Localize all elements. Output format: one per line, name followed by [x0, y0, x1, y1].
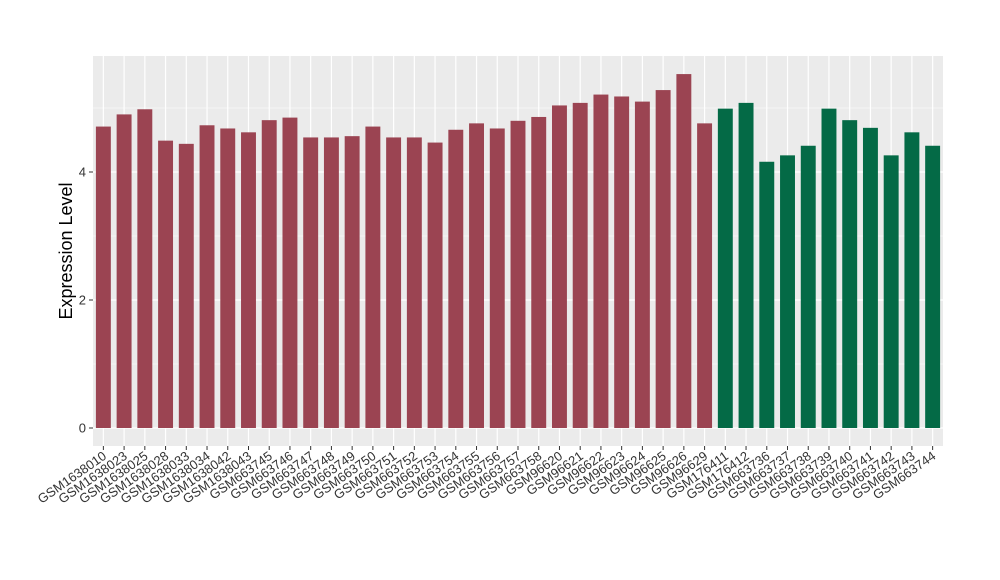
- bar-GSM1638034: [199, 125, 215, 428]
- bar-GSM96629: [697, 123, 713, 429]
- bar-GSM1638028: [158, 140, 174, 428]
- bar-GSM96620: [552, 105, 567, 428]
- bar-GSM1638023: [116, 114, 132, 429]
- bars: [95, 74, 941, 429]
- bar-GSM96626: [676, 74, 692, 428]
- bar-GSM1638025: [137, 109, 153, 428]
- bar-GSM96621: [572, 102, 588, 428]
- y-tick-label: 4: [79, 165, 86, 180]
- bar-GSM663746: [282, 117, 298, 428]
- bar-GSM663741: [862, 127, 878, 428]
- bar-GSM176411: [717, 108, 733, 428]
- bar-GSM663756: [489, 128, 505, 429]
- bar-GSM663750: [365, 126, 381, 428]
- y-axis: 0 2 4: [79, 165, 93, 436]
- bar-GSM663745: [261, 120, 277, 428]
- bar-GSM663742: [883, 155, 899, 429]
- bar-GSM663748: [323, 137, 339, 428]
- bar-GSM663753: [427, 142, 443, 428]
- bar-GSM96622: [593, 94, 609, 428]
- bar-GSM663749: [344, 136, 360, 428]
- bar-GSM176412: [738, 102, 754, 428]
- bar-GSM663743: [904, 132, 920, 428]
- bar-GSM663752: [406, 137, 422, 428]
- bar-GSM96625: [655, 90, 671, 428]
- x-axis: GSM1638010GSM1638023GSM1638025GSM1638028…: [35, 446, 938, 506]
- bar-GSM1638042: [220, 128, 236, 429]
- bar-GSM663738: [800, 145, 816, 428]
- y-axis-title: Expression Level: [56, 182, 76, 319]
- y-tick-label: 0: [79, 421, 86, 436]
- bar-GSM663740: [842, 120, 858, 428]
- bar-GSM663736: [759, 161, 775, 428]
- y-tick-label: 2: [79, 293, 86, 308]
- bar-GSM1638010: [95, 126, 111, 428]
- bar-GSM663737: [780, 155, 795, 429]
- bar-GSM96624: [634, 101, 650, 428]
- bar-GSM663747: [303, 137, 319, 428]
- bar-GSM663758: [531, 116, 547, 429]
- bar-GSM663755: [469, 123, 484, 429]
- bar-GSM663751: [386, 137, 402, 428]
- bar-GSM1638043: [241, 132, 256, 428]
- bar-GSM663739: [821, 108, 837, 428]
- bar-GSM663754: [448, 129, 464, 428]
- bar-GSM1638033: [178, 143, 194, 428]
- bar-GSM663757: [510, 120, 526, 429]
- bar-GSM663744: [925, 145, 941, 428]
- bar-GSM96623: [614, 96, 630, 428]
